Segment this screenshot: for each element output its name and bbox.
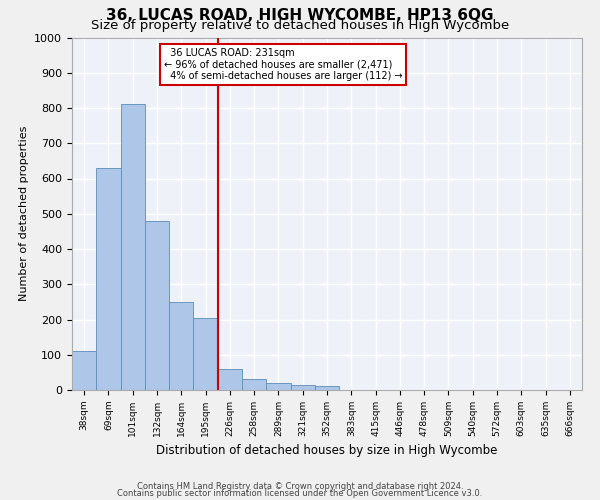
Y-axis label: Number of detached properties: Number of detached properties (19, 126, 29, 302)
Bar (290, 385, 315, 390)
Bar (218, 369, 242, 390)
Bar (193, 318, 218, 390)
Text: Contains HM Land Registry data © Crown copyright and database right 2024.: Contains HM Land Registry data © Crown c… (137, 482, 463, 491)
Bar (169, 302, 193, 390)
Bar (145, 221, 169, 390)
Text: Contains public sector information licensed under the Open Government Licence v3: Contains public sector information licen… (118, 489, 482, 498)
Bar (266, 383, 290, 390)
Text: Size of property relative to detached houses in High Wycombe: Size of property relative to detached ho… (91, 18, 509, 32)
Bar (315, 386, 339, 390)
Bar (72, 351, 96, 390)
Text: 36, LUCAS ROAD, HIGH WYCOMBE, HP13 6QG: 36, LUCAS ROAD, HIGH WYCOMBE, HP13 6QG (106, 8, 494, 22)
X-axis label: Distribution of detached houses by size in High Wycombe: Distribution of detached houses by size … (157, 444, 497, 458)
Bar (121, 104, 145, 390)
Text: 36 LUCAS ROAD: 231sqm  
← 96% of detached houses are smaller (2,471)  
  4% of s: 36 LUCAS ROAD: 231sqm ← 96% of detached … (164, 48, 403, 82)
Bar (242, 380, 266, 390)
Bar (96, 168, 121, 390)
